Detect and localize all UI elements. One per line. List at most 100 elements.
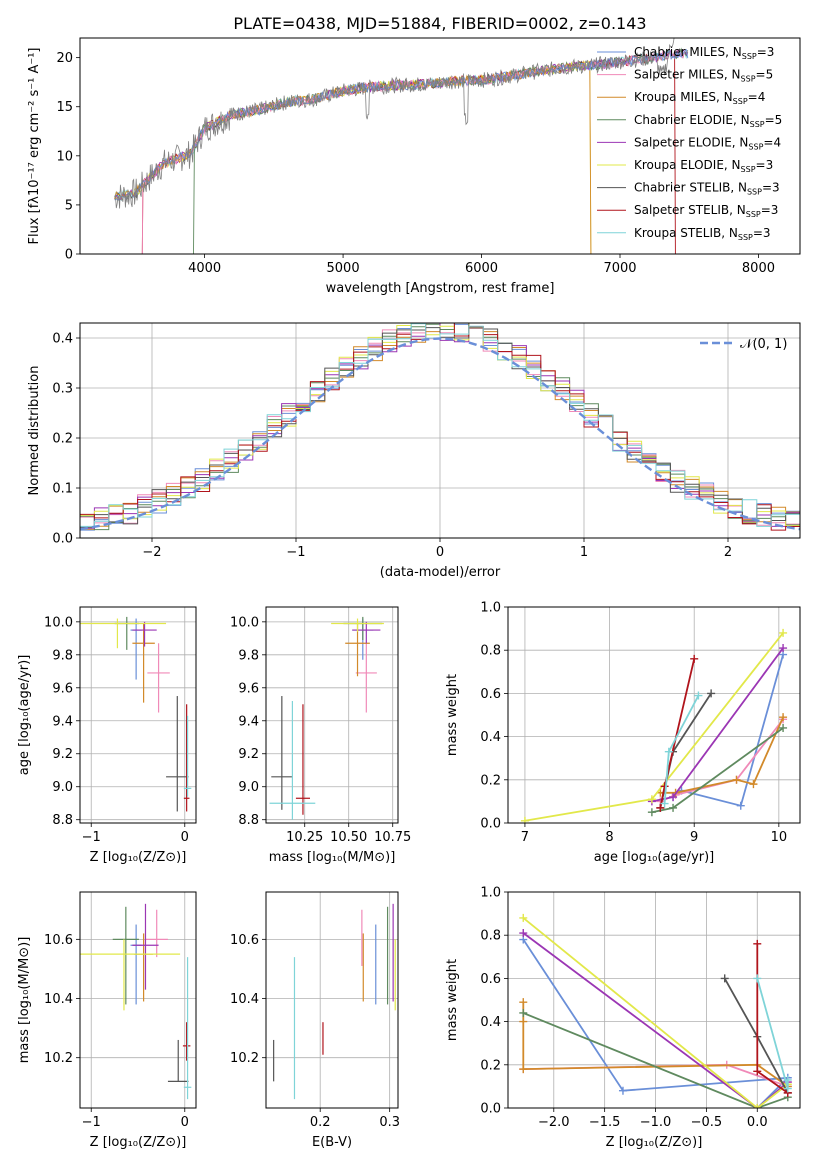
axes-frame	[79, 891, 197, 1109]
y-axis-label: age [log₁₀(age/yr)]	[17, 655, 32, 776]
y-tick-label: 1.0	[480, 886, 501, 901]
y-axis-label: mass weight	[445, 959, 460, 1041]
plot-area-mass-vs-Z	[80, 903, 192, 1100]
axes-frame	[79, 37, 801, 255]
x-tick-label: 10.25	[286, 830, 323, 845]
axes-frame	[265, 606, 399, 824]
weight-marker	[660, 799, 669, 808]
x-tick-label: −1.5	[589, 1115, 621, 1130]
weight-marker	[519, 1065, 528, 1074]
y-tick-label: 0.0	[52, 532, 73, 547]
legend-entry-1: Salpeter MILES, NSSP=5	[634, 68, 773, 84]
model-line-4	[114, 49, 688, 201]
weight-marker	[656, 803, 665, 812]
panel-spectrum: 4000 5000 6000 7000 8000 0 5 10 15 20 wavelength […	[27, 37, 801, 296]
legend-entry-4: Salpeter ELODIE, NSSP=4	[634, 135, 781, 151]
x-axis-label: age [log₁₀(age/yr)]	[594, 850, 715, 865]
y-tick-label: 0.3	[52, 382, 73, 397]
model-line-5	[114, 60, 592, 254]
y-tick-label: 9.6	[52, 681, 73, 696]
x-tick-label: 10.75	[374, 830, 411, 845]
y-tick-label: 10.0	[44, 615, 73, 630]
weight-marker	[707, 689, 716, 698]
y-tick-label: 9.2	[238, 747, 259, 762]
model-line-0	[114, 48, 689, 202]
x-tick-label: 0	[181, 1115, 189, 1130]
y-tick-label: 20	[56, 51, 73, 66]
axes-frame	[507, 891, 801, 1109]
weight-line-8	[756, 978, 789, 1089]
axes-frame	[79, 606, 197, 824]
weight-marker	[664, 747, 673, 756]
x-tick-label: 0.2	[310, 1115, 331, 1130]
weight-marker	[690, 654, 699, 663]
y-tick-label: 0.0	[480, 1102, 501, 1117]
plot-area-weight-vs-Z	[519, 913, 792, 1108]
y-tick-label: 10.6	[230, 933, 259, 948]
panel-weight-vs-age: 7 8 9 10 0.0 0.2 0.4 0.6 0.8 1.0 age [log₁₀(age/yr…	[445, 601, 801, 865]
x-axis-label: Z [log₁₀(Z/Z⊙)]	[90, 850, 187, 865]
y-tick-label: 8.8	[238, 813, 259, 828]
y-tick-label: 10.2	[44, 1051, 73, 1066]
weight-marker	[669, 803, 678, 812]
weight-marker	[736, 801, 745, 810]
model-line-7	[141, 48, 676, 254]
plot-area-age-vs-Z	[80, 616, 192, 812]
x-tick-label: 8	[605, 830, 613, 845]
legend: Chabrier MILES, NSSP=3 Salpeter MILES, NS…	[597, 45, 782, 242]
plot-area-weight-vs-age	[520, 628, 788, 823]
y-tick-label: 0.6	[480, 972, 501, 987]
weight-marker	[520, 816, 529, 823]
x-tick-label: 10.50	[330, 830, 367, 845]
y-axis-label: Normed distribution	[27, 366, 42, 496]
y-axis-label: mass [log₁₀(M/M⊙)]	[17, 937, 32, 1064]
y-tick-label: 10.2	[230, 1051, 259, 1066]
y-tick-label: 0.4	[52, 332, 73, 347]
weight-marker	[647, 808, 656, 817]
x-axis-label: (data-model)/error	[380, 565, 501, 580]
weight-marker	[519, 1017, 528, 1026]
legend-entry-7: Salpeter STELIB, NSSP=3	[634, 203, 778, 219]
x-tick-label: −2	[142, 545, 161, 560]
y-tick-label: 0.1	[52, 482, 73, 497]
x-tick-label: −1.0	[640, 1115, 672, 1130]
x-tick-label: 7	[521, 830, 529, 845]
plot-area-age-vs-mass	[269, 616, 384, 820]
panel-weight-vs-Z: −2.0 −1.5 −1.0 −0.5 0.0 0.0 0.2 0.4 0.6 0.8 1.0 Z […	[445, 886, 801, 1150]
weight-marker	[749, 780, 758, 789]
x-tick-label: 0	[181, 830, 189, 845]
x-tick-label: 0.0	[747, 1115, 768, 1130]
model-line-6	[114, 48, 689, 201]
legend-entry-5: Kroupa ELODIE, NSSP=3	[634, 158, 773, 174]
y-tick-label: 0.2	[480, 773, 501, 788]
x-tick-label: −1	[286, 545, 305, 560]
panel-residuals: −2 −1 0 1 2 0.0 0.1 0.2 0.3 0.4 (data-model)/error…	[27, 322, 801, 580]
y-tick-label: 10.4	[230, 992, 259, 1007]
y-tick-label: 0.8	[480, 929, 501, 944]
histogram-step-0	[80, 323, 800, 531]
weight-marker	[519, 998, 528, 1007]
weight-marker	[753, 939, 762, 948]
x-tick-label: −0.5	[691, 1115, 723, 1130]
x-tick-label: 8000	[742, 261, 775, 276]
legend-entry-3: Chabrier ELODIE, NSSP=5	[634, 113, 782, 129]
weight-marker	[669, 793, 678, 802]
x-axis-label: E(B-V)	[312, 1135, 352, 1150]
panel-age-vs-mass: 10.25 10.50 10.75 8.8 9.0 9.2 9.4 9.6 9.8 10.0 mas…	[230, 606, 411, 865]
y-tick-label: 9.6	[238, 681, 259, 696]
plot-area-mass-vs-EBV	[273, 903, 396, 1100]
x-tick-label: 7000	[603, 261, 636, 276]
y-tick-label: 9.8	[52, 648, 73, 663]
data-spectrum-line	[114, 38, 675, 209]
y-tick-label: 10.0	[230, 615, 259, 630]
y-tick-label: 0.4	[480, 1015, 501, 1030]
axes-frame	[507, 606, 801, 824]
y-tick-label: 1.0	[480, 601, 501, 616]
panel-age-vs-Z: −1 0 8.8 9.0 9.2 9.4 9.6 9.8 10.0 Z [log₁₀(Z/Z⊙)]…	[17, 606, 197, 865]
y-tick-label: 15	[56, 100, 73, 115]
weight-line-4	[522, 932, 789, 1108]
weight-marker	[783, 1084, 792, 1093]
x-axis-label: mass [log₁₀(M/M⊙)]	[269, 850, 396, 865]
weight-marker	[519, 913, 528, 922]
x-tick-label: 0	[436, 545, 444, 560]
